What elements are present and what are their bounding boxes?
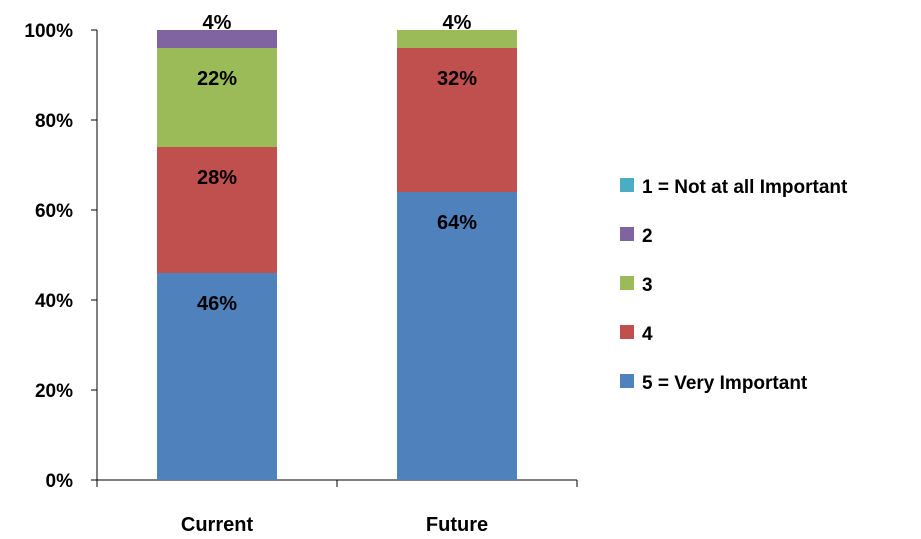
bar-segment	[157, 48, 277, 147]
legend-label: 1 = Not at all Important	[642, 177, 848, 198]
y-tick-label: 0%	[46, 471, 74, 492]
bar-segment	[157, 30, 277, 48]
y-tick-label: 80%	[35, 111, 73, 132]
bar-segment	[157, 147, 277, 273]
legend-label: 3	[642, 275, 653, 296]
y-tick-label: 20%	[35, 381, 73, 402]
data-label: 28%	[197, 167, 237, 189]
data-label: 32%	[437, 68, 477, 90]
data-labels: 46% 28% 22% 4% 64% 32% 4%	[197, 12, 477, 315]
legend-swatch	[620, 374, 634, 388]
x-category-label: Future	[426, 514, 488, 536]
x-axis: Current Future	[96, 479, 578, 536]
bar-stacks	[157, 30, 517, 480]
legend-swatch	[620, 325, 634, 339]
data-label: 46%	[197, 293, 237, 315]
y-tick-label: 60%	[35, 201, 73, 222]
legend-label: 2	[642, 226, 653, 247]
legend-swatch	[620, 178, 634, 192]
legend-swatch	[620, 227, 634, 241]
bar-segment	[157, 273, 277, 480]
data-label: 4%	[443, 12, 472, 34]
bar-segment	[397, 30, 517, 48]
data-label: 22%	[197, 68, 237, 90]
bar-segment	[397, 192, 517, 480]
legend-label: 5 = Very Important	[642, 373, 808, 394]
y-tick-label: 40%	[35, 291, 73, 312]
data-label: 4%	[203, 12, 232, 34]
legend-swatch	[620, 276, 634, 290]
legend-label: 4	[642, 324, 653, 345]
bar-segment	[397, 48, 517, 192]
x-category-label: Current	[181, 514, 254, 536]
data-label: 64%	[437, 212, 477, 234]
y-axis: 0% 20% 40% 60% 80% 100%	[24, 21, 98, 492]
legend: 1 = Not at all Important 2 3 4 5 = Very Impo…	[620, 177, 848, 394]
y-tick-label: 100%	[24, 21, 73, 42]
